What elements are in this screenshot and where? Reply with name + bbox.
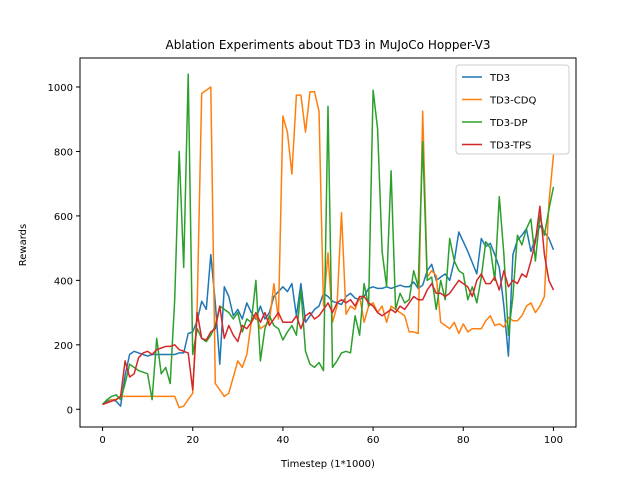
series-line-td3-dp xyxy=(101,73,555,405)
y-tick-label: 1000 xyxy=(48,83,73,94)
legend: TD3 TD3-CDQ TD3-DP TD3-TPS xyxy=(455,64,570,155)
y-tick-label: 0 xyxy=(67,405,73,416)
legend-entry-label: TD3-TPS xyxy=(489,141,531,152)
y-axis-label: Rewards xyxy=(18,224,29,266)
legend-entry-label: TD3-CDQ xyxy=(489,96,536,107)
x-tick-label: 80 xyxy=(457,435,470,446)
y-tick-label: 800 xyxy=(54,147,73,158)
series-line-td3-tps xyxy=(102,205,555,406)
x-tick-label: 60 xyxy=(367,435,380,446)
series-layer xyxy=(101,73,555,409)
plot-frame xyxy=(79,57,577,428)
x-tick-label: 0 xyxy=(99,435,105,446)
x-tick-label: 40 xyxy=(277,435,290,446)
series-line-td3 xyxy=(102,224,555,407)
x-axis: 0 20 40 60 80 100 xyxy=(99,427,563,446)
x-tick-label: 20 xyxy=(186,435,199,446)
legend-entry-label: TD3-DP xyxy=(489,118,528,129)
x-axis-label: Timestep (1*1000) xyxy=(280,459,375,470)
chart-title: Ablation Experiments about TD3 in MuJoCo… xyxy=(166,38,491,52)
y-tick-label: 200 xyxy=(54,341,73,352)
x-tick-label: 100 xyxy=(544,435,563,446)
y-axis: 0 200 400 600 800 1000 xyxy=(48,83,80,416)
plot-area: 0 20 40 60 80 100 0 200 400 600 800 1000 xyxy=(48,57,577,446)
series-line-td3-cdq xyxy=(102,86,555,409)
legend-entry-label: TD3 xyxy=(489,73,510,84)
y-tick-label: 600 xyxy=(54,212,73,223)
legend-box xyxy=(455,64,570,155)
y-tick-label: 400 xyxy=(54,276,73,287)
